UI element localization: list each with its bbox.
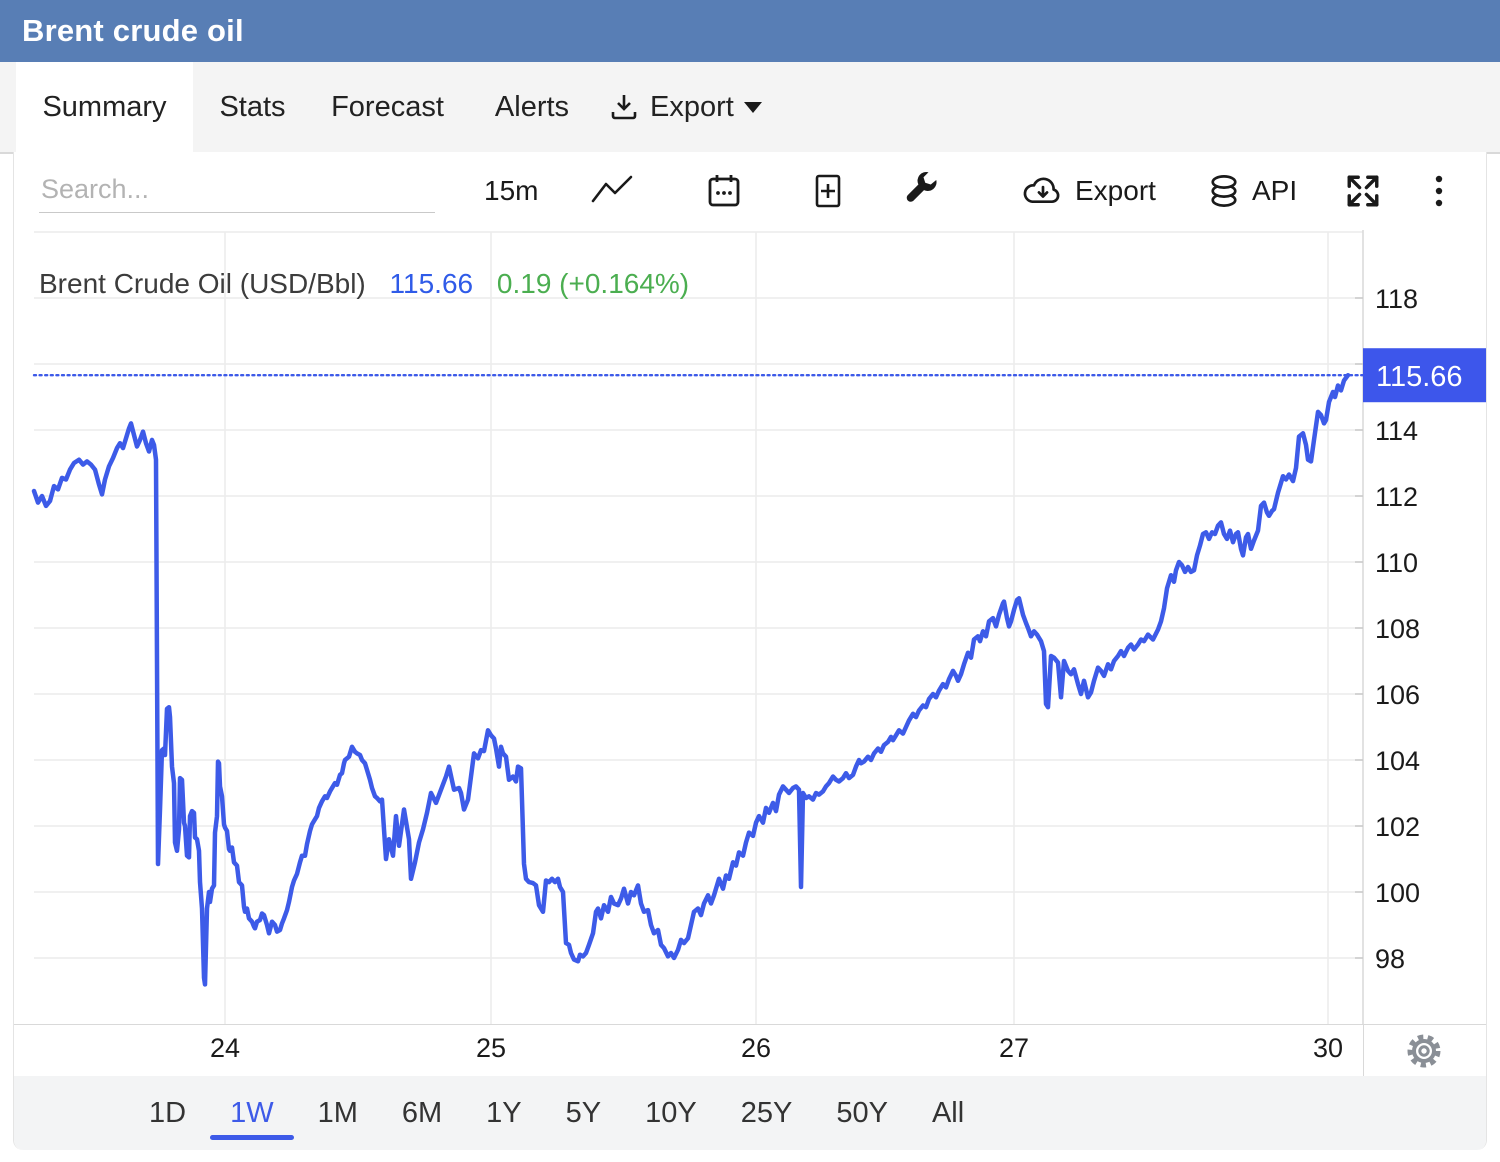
y-tick-label: 110 <box>1375 548 1418 578</box>
price-chart-svg: 98100102104106108110112114116118115.66 <box>31 230 1486 1024</box>
interval-selector[interactable]: 15m <box>484 175 539 206</box>
page-title: Brent crude oil <box>22 13 244 48</box>
y-tick-label: 104 <box>1375 746 1420 776</box>
cloud-download-icon <box>1023 177 1060 204</box>
api-button[interactable]: API <box>1206 152 1297 230</box>
tab-export[interactable]: Export <box>608 62 762 152</box>
axis-settings-button[interactable] <box>1404 1031 1444 1076</box>
y-tick-label: 114 <box>1375 416 1418 446</box>
x-tick-label: 24 <box>209 1033 241 1063</box>
axis-separator <box>1363 1025 1364 1077</box>
price-line <box>31 372 1351 987</box>
tab-bar: Summary Stats Forecast Alerts Export <box>0 62 1500 155</box>
fullscreen-button[interactable] <box>1341 152 1385 230</box>
kebab-menu-icon <box>1435 175 1443 207</box>
tab-stats[interactable]: Stats <box>219 91 286 123</box>
price-tag-value: 115.66 <box>1376 361 1463 393</box>
gear-icon <box>1407 1034 1441 1068</box>
range-50y[interactable]: 50Y <box>836 1097 888 1129</box>
tab-alerts[interactable]: Alerts <box>494 91 570 123</box>
range-1m[interactable]: 1M <box>317 1097 358 1129</box>
date-range-button[interactable] <box>704 152 744 230</box>
price-change: 0.19 (+0.164%) <box>496 268 690 299</box>
range-selector-bar: 1D 1W 1M 6M 1Y 5Y 10Y 25Y 50Y All <box>14 1076 1486 1150</box>
y-tick-label: 112 <box>1375 482 1418 512</box>
database-icon <box>1211 175 1237 207</box>
more-menu-button[interactable] <box>1432 152 1446 230</box>
range-10y[interactable]: 10Y <box>645 1097 697 1129</box>
range-1y[interactable]: 1Y <box>486 1097 522 1129</box>
y-tick-label: 102 <box>1375 812 1420 842</box>
range-5y[interactable]: 5Y <box>565 1097 602 1129</box>
chart-widget-body: 15m <box>13 152 1487 1150</box>
calendar-icon <box>708 175 740 207</box>
x-tick-label: 27 <box>998 1033 1030 1063</box>
range-1w[interactable]: 1W <box>210 1076 293 1150</box>
chart-toolbar: 15m <box>14 152 1486 230</box>
y-tick-label: 106 <box>1375 680 1420 710</box>
tab-summary[interactable]: Summary <box>16 62 193 155</box>
widget-header: Brent crude oil <box>0 0 1500 63</box>
range-6m[interactable]: 6M <box>401 1097 443 1129</box>
chart-type-button[interactable] <box>589 152 635 230</box>
price-tag <box>1363 348 1486 403</box>
settings-button[interactable] <box>902 152 942 230</box>
y-tick-label: 108 <box>1375 614 1420 644</box>
last-price: 115.66 <box>389 268 474 299</box>
chart-legend: Brent Crude Oil (USD/Bbl) 115.66 0.19 (+… <box>39 268 689 300</box>
chart-area[interactable]: 98100102104106108110112114116118115.66 <box>14 230 1486 1024</box>
x-tick-label: 30 <box>1312 1033 1344 1063</box>
export-button[interactable]: Export <box>1021 152 1156 230</box>
wrench-icon <box>906 171 937 202</box>
compare-button[interactable] <box>809 152 847 230</box>
y-tick-label: 98 <box>1375 944 1405 974</box>
y-tick-label: 100 <box>1375 878 1420 908</box>
search-input[interactable] <box>39 166 435 213</box>
x-tick-label: 26 <box>740 1033 772 1063</box>
x-tick-label: 25 <box>475 1033 507 1063</box>
caret-down-icon <box>743 101 762 113</box>
range-1d[interactable]: 1D <box>149 1097 187 1129</box>
fullscreen-icon <box>1347 175 1379 207</box>
series-name: Brent Crude Oil (USD/Bbl) <box>39 268 366 299</box>
range-25y[interactable]: 25Y <box>740 1097 793 1129</box>
y-tick-label: 118 <box>1375 284 1418 314</box>
tab-forecast[interactable]: Forecast <box>331 91 444 123</box>
download-icon <box>611 95 637 120</box>
x-axis: 24 25 26 27 30 <box>14 1024 1486 1077</box>
range-all[interactable]: All <box>931 1097 965 1129</box>
compare-icon <box>815 174 841 208</box>
line-chart-icon <box>591 175 633 203</box>
